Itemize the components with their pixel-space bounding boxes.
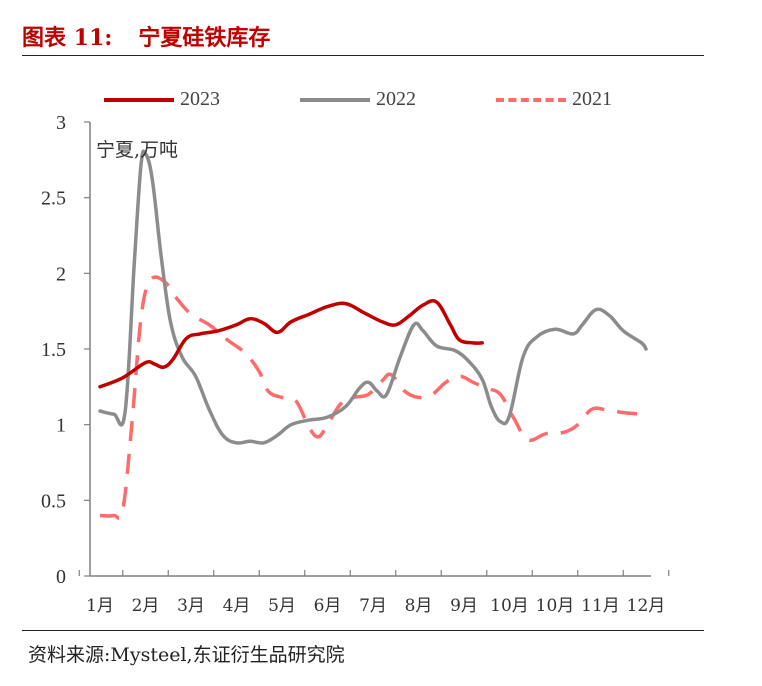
y-tick-label: 3 xyxy=(56,112,66,134)
x-tick-label: 1月 xyxy=(86,596,114,616)
series-line-2023 xyxy=(98,298,484,389)
source-label: 资料来源: xyxy=(28,644,111,666)
figure-title-text: 宁夏硅铁库存 xyxy=(138,25,271,51)
x-tick-label: 6月 xyxy=(314,596,342,616)
x-tick-label: 12月 xyxy=(627,596,666,616)
series-line-2021 xyxy=(99,275,642,520)
chart-axes xyxy=(78,121,670,577)
bottom-rule xyxy=(22,630,704,631)
x-tick-label: 2月 xyxy=(132,596,160,616)
figure-title: 图表 11: 宁夏硅铁库存 xyxy=(22,20,270,52)
x-tick-label: 10月 xyxy=(490,596,529,616)
x-tick-label: 5月 xyxy=(268,596,296,616)
x-tick-label: 10月 xyxy=(536,596,575,616)
figure-number: 图表 11: xyxy=(22,25,113,51)
x-tick-label: 8月 xyxy=(405,596,433,616)
x-tick-label: 3月 xyxy=(177,596,205,616)
chart-series xyxy=(98,149,648,520)
source-text: Mysteel,东证衍生品研究院 xyxy=(110,644,345,666)
top-rule xyxy=(22,55,704,56)
legend-item-2023: 2023 xyxy=(104,88,220,116)
legend-swatch-2021 xyxy=(496,98,566,103)
x-tick-label: 11月 xyxy=(581,596,620,616)
unit-label: 宁夏,万吨 xyxy=(96,139,179,161)
y-tick-label: 1.5 xyxy=(41,339,66,361)
chart-tick-labels: 0 0.5 1 1.5 2 2.5 3 1月 2月 3月 4月 5月 6月 7月 8月 9月 10月 10月 11月… xyxy=(41,112,665,616)
x-tick-label: 7月 xyxy=(359,596,387,616)
y-tick-label: 1 xyxy=(56,415,66,437)
source-note: 资料来源:Mysteel,东证衍生品研究院 xyxy=(28,640,345,667)
legend-label-2023: 2023 xyxy=(180,88,220,110)
legend-label-2021: 2021 xyxy=(572,88,612,110)
legend-item-2021: 2021 xyxy=(496,88,612,116)
y-tick-label: 0.5 xyxy=(41,490,66,512)
y-tick-label: 2 xyxy=(56,263,66,285)
legend-label-2022: 2022 xyxy=(376,88,416,110)
y-tick-label: 0 xyxy=(56,566,66,588)
x-tick-label: 9月 xyxy=(450,596,478,616)
series-line-2022 xyxy=(98,149,648,445)
legend-swatch-2022 xyxy=(300,98,370,103)
y-tick-label: 2.5 xyxy=(41,188,66,210)
legend-swatch-2023 xyxy=(104,98,174,103)
x-tick-label: 4月 xyxy=(223,596,251,616)
legend-item-2022: 2022 xyxy=(300,88,416,116)
